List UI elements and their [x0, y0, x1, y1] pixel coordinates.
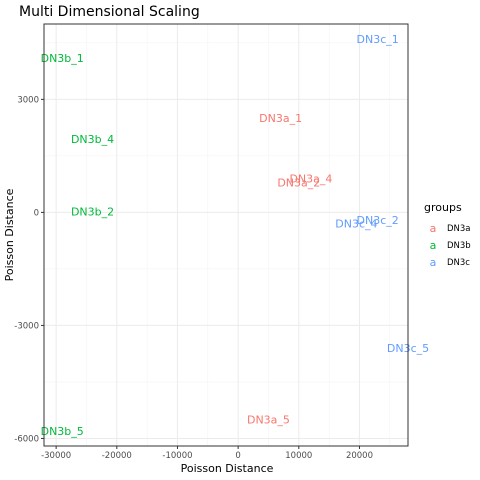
legend-key-glyph: a	[430, 256, 437, 269]
data-point-label: DN3b_4	[71, 133, 114, 146]
plot-border	[43, 23, 409, 447]
data-point-label: DN3a_2	[277, 176, 320, 189]
x-tick-label: 10000	[285, 451, 312, 461]
legend-title: groups	[424, 201, 462, 214]
x-tick-label: -10000	[162, 451, 192, 461]
chart-title: Multi Dimensional Scaling	[19, 4, 200, 20]
legend-entry-label: DN3c	[447, 258, 470, 268]
plot-background	[44, 24, 408, 446]
legend-key-glyph: a	[430, 239, 437, 252]
legend-entry-label: DN3b	[447, 241, 471, 251]
data-point-label: DN3b_5	[41, 425, 84, 438]
y-tick-label: -3000	[14, 321, 39, 331]
legend: groups a DN3a a DN3b a DN3c	[424, 201, 471, 269]
data-point-label: DN3a_4	[289, 172, 332, 185]
plot-panel: -30000 -20000 -10000 0 10000 20000-6000-30000…	[14, 23, 429, 461]
legend-entry-label: DN3a	[447, 224, 471, 234]
y-tick-label: -6000	[14, 434, 39, 444]
data-point-label: DN3a_5	[247, 414, 290, 427]
x-tick-label: 0	[235, 451, 240, 461]
y-tick-label: 0	[34, 208, 39, 218]
data-point-label: DN3c_2	[357, 214, 399, 227]
data-point-label: DN3b_1	[41, 52, 84, 65]
x-axis-title: Poisson Distance	[181, 462, 274, 475]
legend-key-glyph: a	[430, 222, 437, 235]
data-point-label: DN3c_1	[357, 33, 399, 46]
y-axis-title: Poisson Distance	[3, 188, 16, 281]
x-tick-label: -30000	[41, 451, 71, 461]
y-tick-label: 3000	[17, 95, 39, 105]
x-tick-label: -20000	[102, 451, 132, 461]
x-tick-label: 20000	[346, 451, 373, 461]
data-point-label: DN3c_4	[335, 218, 377, 231]
data-point-label: DN3b_2	[71, 205, 114, 218]
data-point-label: DN3a_1	[259, 112, 302, 125]
